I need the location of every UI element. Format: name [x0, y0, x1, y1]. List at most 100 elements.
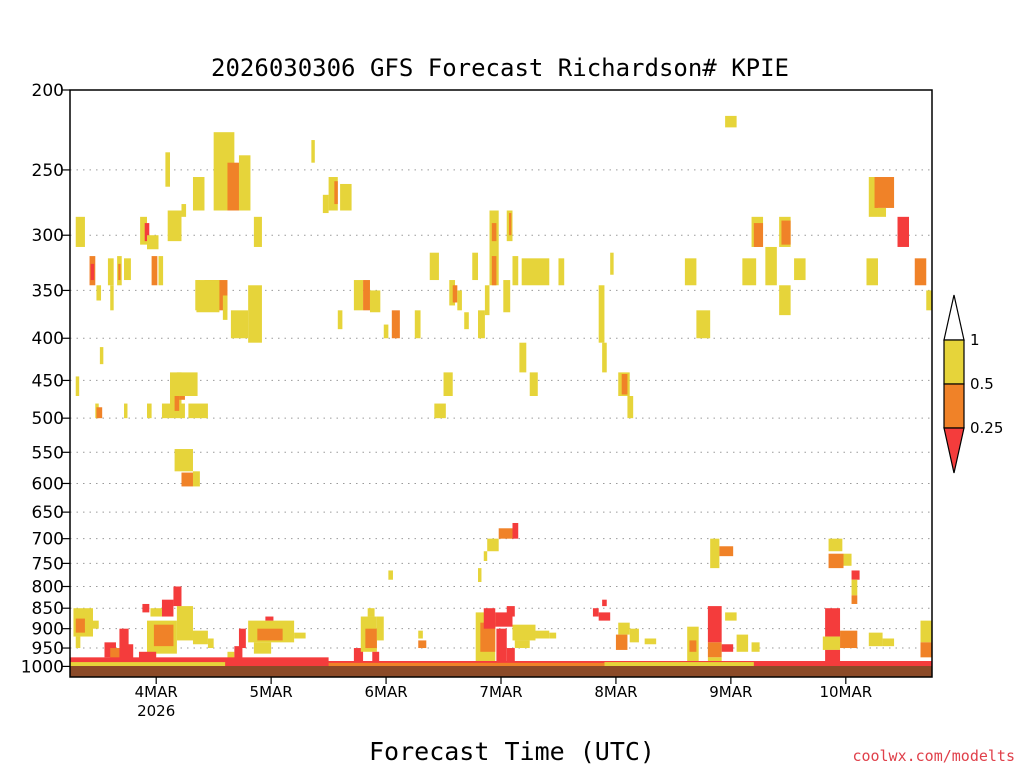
heatmap-cell [877, 207, 887, 217]
heatmap-cell [558, 258, 565, 286]
heatmap-cell [192, 471, 200, 487]
heatmap-cell [472, 252, 479, 281]
heatmap-cell [753, 223, 764, 247]
y-tick-label: 800 [32, 577, 64, 597]
heatmap-cell [512, 522, 519, 539]
heatmap-cell [174, 449, 193, 472]
heatmap-cell [684, 258, 697, 286]
heatmap-cell [176, 606, 193, 641]
credit-text[interactable]: coolwx.com/modelts [852, 747, 1015, 765]
heatmap-cell [484, 285, 490, 316]
heatmap-cell [142, 603, 150, 613]
heatmap-cell [506, 606, 515, 617]
heatmap-cell [689, 640, 697, 652]
heatmap-cell [721, 644, 734, 652]
y-tick-label: 900 [32, 620, 64, 640]
heatmap-cell [147, 403, 152, 419]
heatmap-cell [464, 312, 469, 330]
heatmap-cell [238, 155, 251, 211]
x-tick-sublabel: 2026 [137, 702, 175, 720]
heatmap-cell [372, 651, 380, 663]
heatmap-cell [167, 210, 182, 242]
y-axis: 200 250 300 350 400 450 500 550 600 650 700 750 8008… [21, 81, 70, 677]
heatmap-cell [736, 634, 749, 652]
heatmap-cell [452, 285, 458, 303]
y-tick-label: 350 [32, 281, 64, 301]
heatmap-cell [161, 599, 174, 617]
heatmap-cell [365, 628, 377, 649]
heatmap-cell [828, 538, 843, 552]
heatmap-cell [363, 280, 370, 311]
heatmap-cell [84, 620, 99, 629]
heatmap-cell [153, 624, 174, 647]
heatmap-cell [328, 662, 605, 669]
heatmap-cell [353, 648, 364, 665]
heatmap-cell [227, 162, 243, 211]
heatmap-cell [483, 608, 496, 629]
heatmap-cell [549, 632, 557, 639]
heatmap-cell [158, 256, 164, 286]
heatmap-cell [496, 628, 507, 663]
y-tick-label: 650 [32, 503, 64, 523]
heatmap-cell [140, 216, 148, 245]
heatmap-cell [124, 403, 128, 419]
heatmap-cell [882, 638, 895, 647]
heatmap-cell [725, 115, 737, 128]
heatmap-cell [598, 285, 605, 343]
x-tick-label: 10MAR [819, 683, 872, 701]
heatmap-cell [75, 618, 85, 633]
heatmap-cell [196, 280, 220, 313]
heatmap-cell [383, 324, 389, 339]
heatmap-cell [719, 546, 734, 557]
heatmap-cell [253, 642, 272, 654]
heatmap-cell [840, 630, 858, 649]
ground-band [70, 666, 932, 677]
heatmap-cell [418, 630, 423, 639]
heatmap-cell [707, 606, 722, 643]
heatmap-cell [107, 258, 114, 286]
heatmap-cell [618, 622, 630, 635]
y-tick-label: 300 [32, 226, 64, 246]
heatmap-cell [391, 310, 400, 339]
heatmap-cell [615, 634, 628, 650]
heatmap-cell [725, 612, 737, 621]
heatmap-cell [843, 553, 852, 566]
y-tick-label: 950 [32, 639, 64, 659]
heatmap-cell [337, 310, 343, 330]
heatmap-cell [610, 252, 614, 275]
heatmap-cell [483, 551, 488, 561]
heatmap-cell [124, 258, 131, 281]
heatmap-cell [192, 177, 205, 211]
heatmap-cell [230, 310, 249, 339]
y-tick-label: 750 [32, 554, 64, 574]
heatmap-cell [514, 640, 530, 649]
x-tick-label: 8MAR [594, 683, 637, 701]
heatmap-cell [174, 396, 180, 411]
heatmap-cell [75, 216, 85, 247]
heatmap-cell [253, 216, 262, 247]
heatmap-cell [529, 372, 538, 397]
heatmap-cell [75, 636, 81, 649]
heatmap-cell [765, 246, 777, 286]
heatmap-cell [96, 407, 103, 419]
heatmap-cell [118, 263, 121, 281]
heatmap-cell [265, 616, 274, 621]
heatmap-cell [334, 181, 338, 205]
heatmap-cell [825, 608, 841, 637]
heatmap-cell [478, 568, 482, 582]
y-tick-label: 550 [32, 443, 64, 463]
heatmap-cell [868, 177, 878, 217]
heatmap-cell [96, 285, 102, 301]
heatmap-cell [169, 372, 182, 408]
colorbar-label: 0.25 [970, 419, 1003, 437]
heatmap-cell [480, 622, 496, 652]
heatmap-cell [376, 616, 384, 641]
heatmap-cell [920, 620, 932, 643]
heatmap-cell [519, 342, 527, 373]
heatmap-cell [512, 624, 536, 641]
heatmap-cell [99, 347, 104, 365]
heatmap-cell [181, 472, 193, 487]
heatmap-cell [207, 638, 214, 649]
heatmap-cell [151, 256, 158, 286]
